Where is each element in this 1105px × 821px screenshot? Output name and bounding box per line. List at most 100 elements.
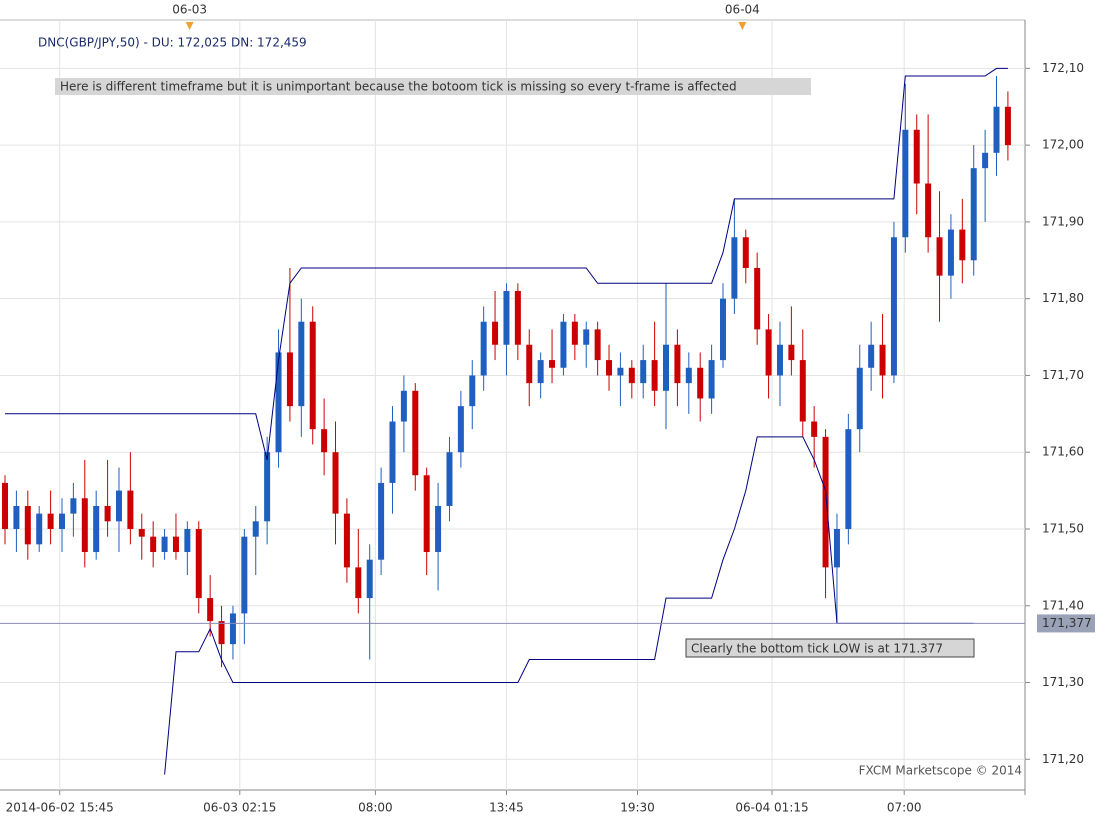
y-tick-label: 172,10 [1042,61,1084,75]
candle-body [161,536,168,553]
candle-body [264,452,271,522]
candle-body [606,360,613,376]
x-tick-label: 07:00 [887,801,922,815]
candle-body [70,498,77,514]
annotation: Clearly the bottom tick LOW is at 171.37… [691,642,943,656]
candle-body [982,152,989,169]
candle-body [833,528,840,568]
candle-body [628,367,635,384]
candle-body [446,452,453,506]
candle-body [400,390,407,422]
candle-body [13,505,20,529]
candle-body [788,344,795,361]
candle-body [104,505,111,522]
candle-body [378,482,385,560]
candle-body [229,613,236,645]
candle-body [742,237,749,268]
candle-body [93,505,100,553]
candle-body [503,290,510,345]
reference-label: 171,377 [1042,616,1092,630]
x-tick-label: 08:00 [358,801,393,815]
y-tick-label: 171,40 [1042,598,1084,612]
x-tick-label: 06-03 02:15 [203,801,276,815]
grid [0,20,1025,790]
y-tick-label: 171,30 [1042,675,1084,689]
candle-body [549,360,556,368]
candle-body [435,505,442,553]
candle-body [343,513,350,568]
indicator-legend: DNC(GBP/JPY,50) - DU: 172,025 DN: 172,45… [38,36,307,50]
candle-body [252,521,259,537]
candle-body [799,360,806,422]
candle-body [492,321,499,345]
candle-body [47,513,54,529]
candle-body [936,237,943,276]
candle-body [480,321,487,376]
candle-body [457,406,464,453]
candle-body [776,344,783,376]
candle-body [150,536,157,553]
candle-body [2,482,9,529]
candle-body [697,367,704,399]
candle-body [1004,106,1011,146]
candle-body [640,360,647,384]
candle-body [58,513,65,529]
x-tick-label: 19:30 [620,801,655,815]
candle-body [218,621,225,645]
candle-body [36,513,43,545]
x-tick-label: 06-04 01:15 [735,801,808,815]
candle-body [81,498,88,553]
y-tick-label: 172,00 [1042,138,1084,152]
marks [2,67,1011,775]
annotation: Here is different timeframe but it is un… [60,80,737,94]
candle-body [526,344,533,384]
y-tick-label: 171,20 [1042,752,1084,766]
candle-body [195,528,202,599]
candle-body [24,505,31,545]
candle-body [902,129,909,238]
candle-body [993,106,1000,153]
y-tick-label: 171,60 [1042,445,1084,459]
x-tick-label: 2014-06-02 15:45 [6,801,114,815]
candle-body [286,352,293,407]
candle-body [731,237,738,299]
candle-body [560,321,567,368]
candle-body [275,352,282,453]
annotation-box [685,638,975,658]
candle-body [754,267,761,330]
candle-body [708,360,715,399]
candle-body [947,229,954,276]
candle-body [172,536,179,553]
candle-body [868,344,875,368]
y-tick-label: 171,90 [1042,214,1084,228]
candle-body [879,344,886,376]
candle-body [332,452,339,514]
candle-body [537,360,544,384]
candle-body [469,375,476,407]
candle-body [366,559,373,599]
annotation-box [55,78,811,95]
candle-body [925,183,932,238]
day-marker [185,22,194,30]
candle-body [583,329,590,345]
candle-body [685,367,692,384]
candle-body [115,490,122,522]
candle-body [822,436,829,568]
candle-body [674,344,681,384]
candle-body [959,229,966,261]
candle-body [765,329,772,376]
candle-body [138,528,145,537]
candle-body [127,490,134,529]
candle-body [298,321,305,407]
y-tick-label: 171,80 [1042,291,1084,305]
day-marker-label: 06-04 [725,3,760,17]
candle-body [594,329,601,361]
reference-label-box [1037,614,1095,633]
candle-body [321,429,328,453]
candle-body [890,237,897,376]
day-marker-label: 06-03 [172,3,207,17]
candle-body [856,367,863,430]
candle-body [389,421,396,483]
